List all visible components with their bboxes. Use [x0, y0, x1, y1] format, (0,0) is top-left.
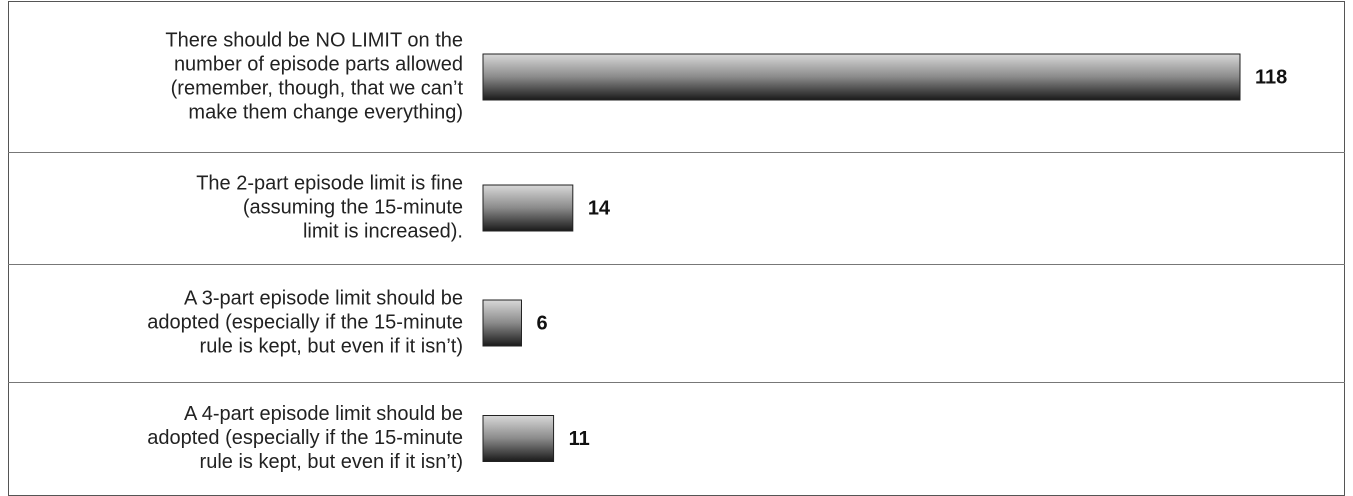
category-label: make them change everything) [188, 101, 463, 123]
category-label: rule is kept, but even if it isn’t) [200, 451, 463, 473]
value-label: 11 [569, 428, 590, 450]
category-label: number of episode parts allowed [174, 53, 463, 75]
category-label: limit is increased). [303, 220, 463, 242]
category-label: adopted (especially if the 15-minute [147, 311, 463, 333]
value-label: 118 [1255, 66, 1287, 88]
category-label: (remember, though, that we can’t [171, 77, 464, 99]
category-label: (assuming the 15-minute [243, 196, 463, 218]
category-label: There should be NO LIMIT on the [165, 29, 463, 51]
bar [482, 415, 555, 462]
category-label: A 4-part episode limit should be [184, 403, 463, 425]
value-label: 14 [588, 197, 611, 219]
category-label: A 3-part episode limit should be [184, 287, 463, 309]
category-label: The 2-part episode limit is fine [196, 172, 463, 194]
value-label: 6 [536, 312, 547, 334]
bar [482, 184, 574, 232]
category-label: rule is kept, but even if it isn’t) [200, 335, 463, 357]
bar [482, 299, 522, 347]
bar [482, 53, 1241, 101]
category-label: adopted (especially if the 15-minute [147, 427, 463, 449]
